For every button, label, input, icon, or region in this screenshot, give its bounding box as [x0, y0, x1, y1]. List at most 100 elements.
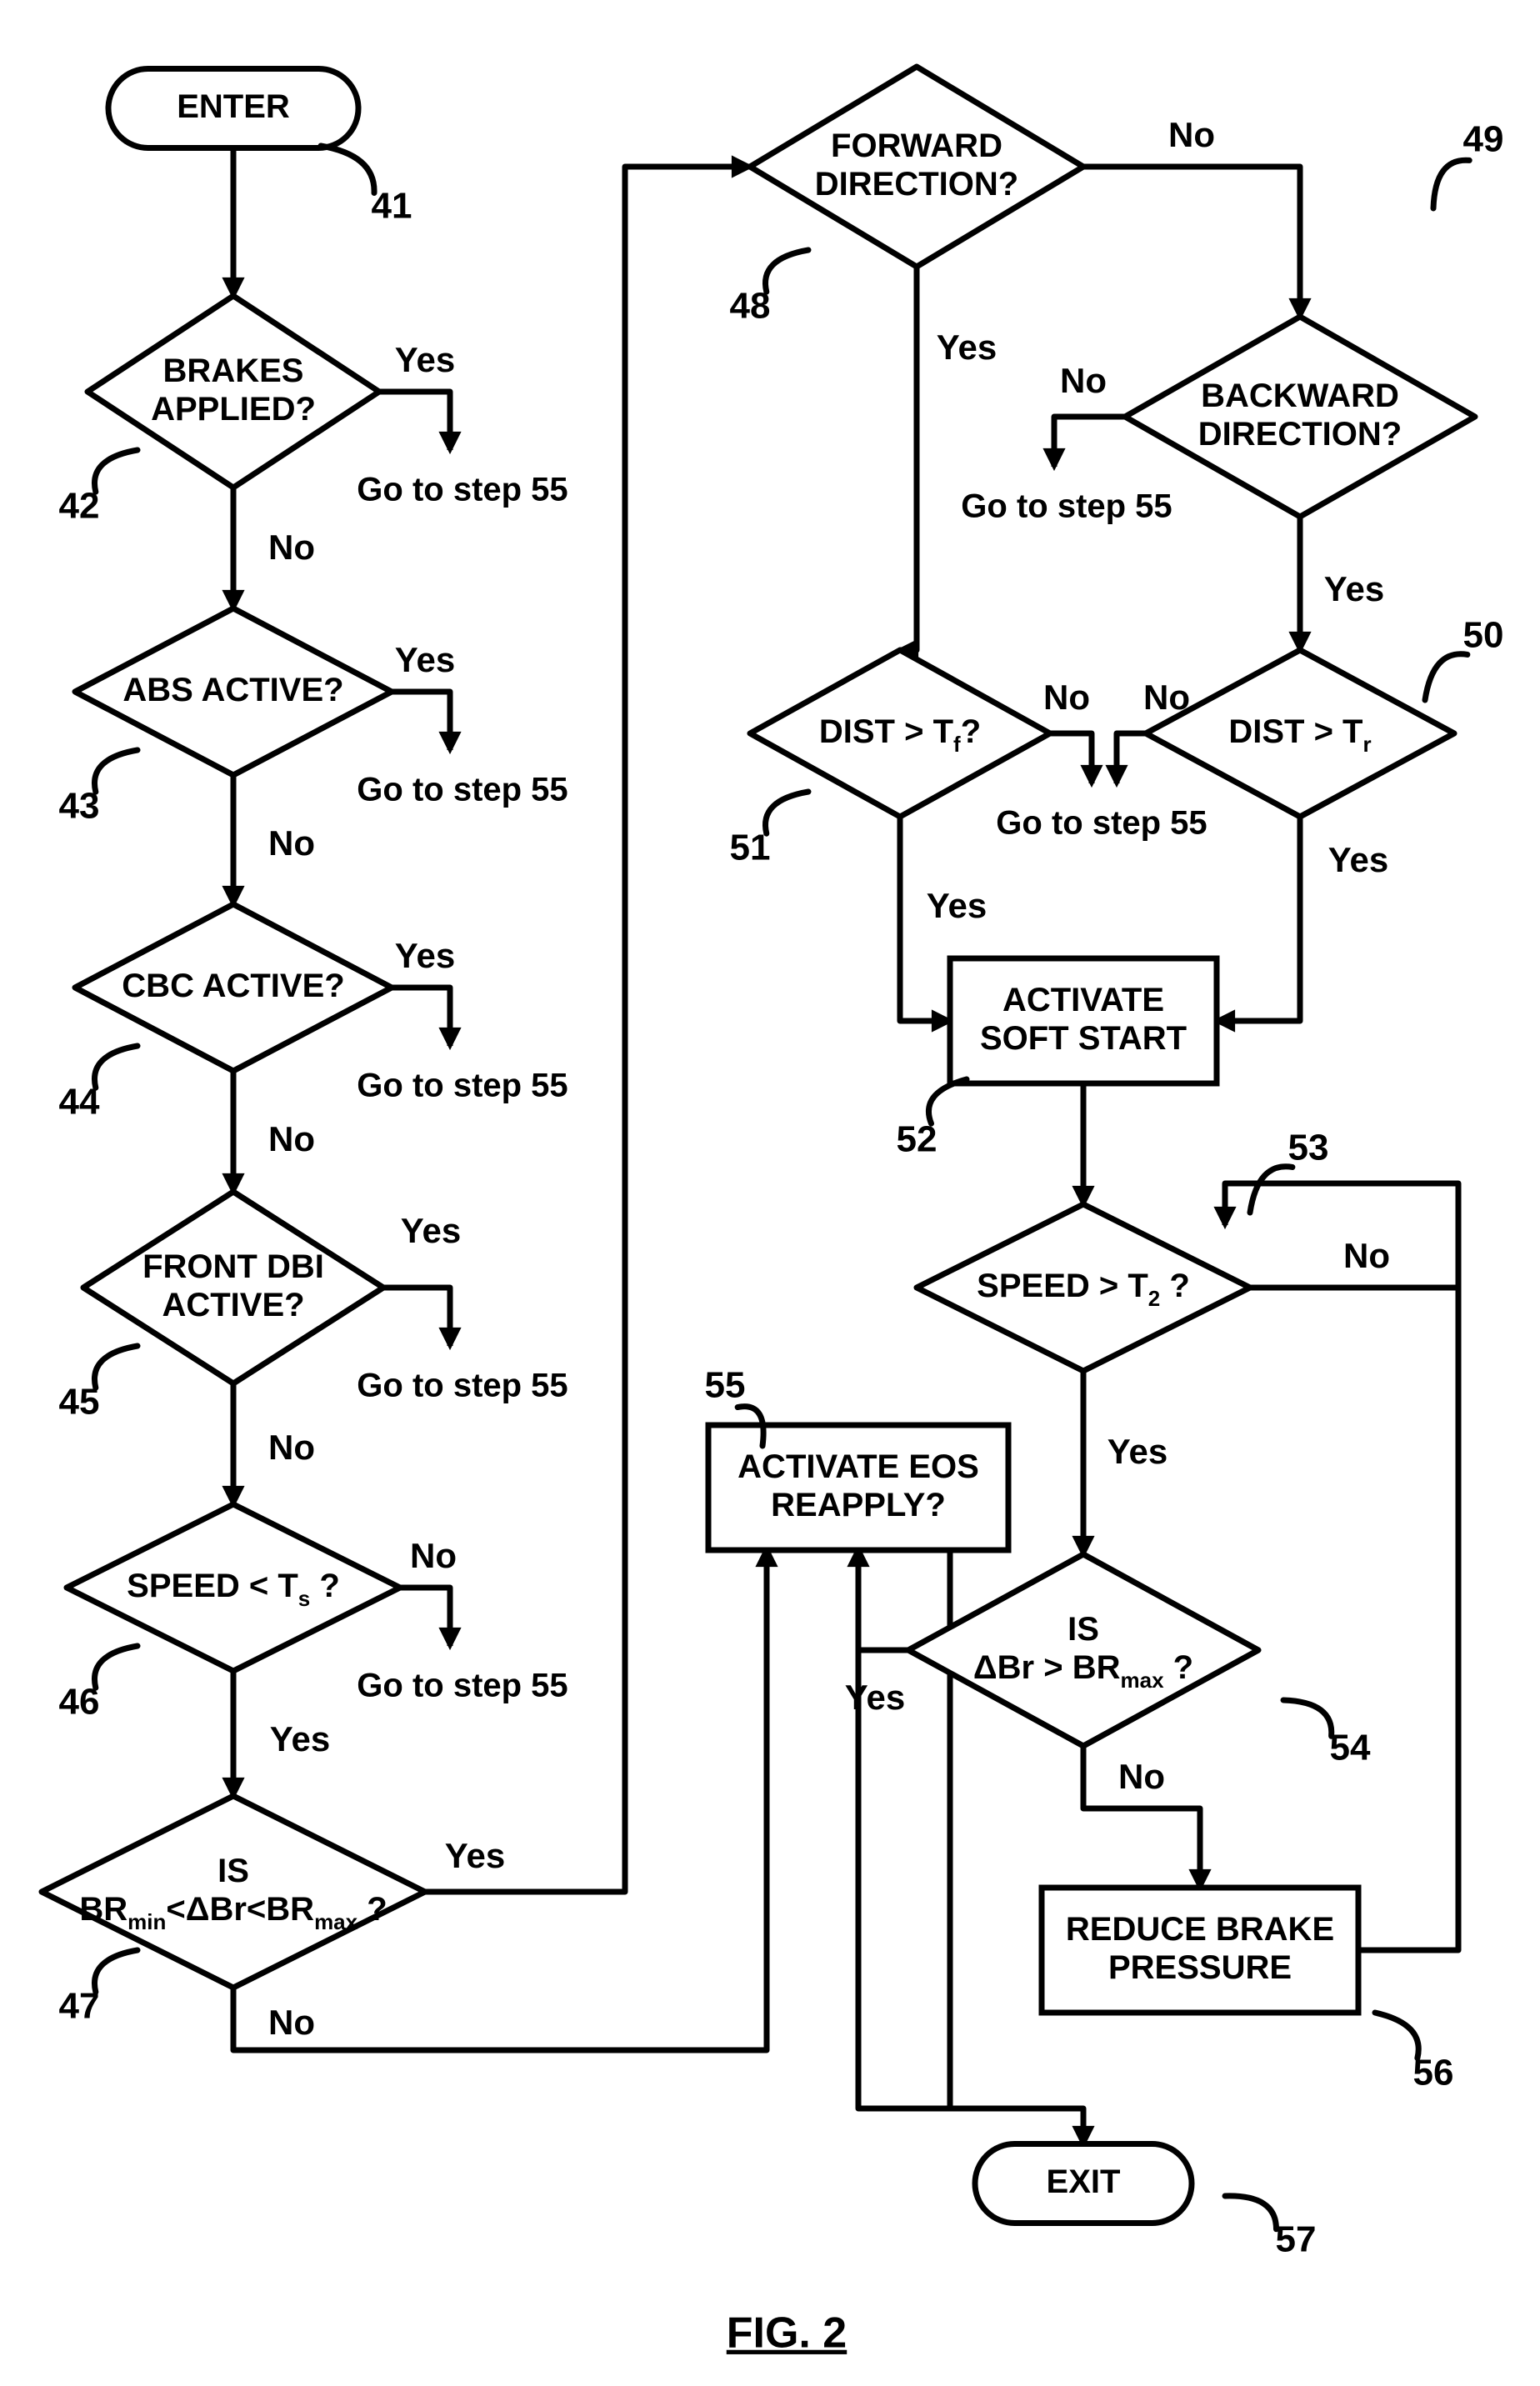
- node-n43: ABS ACTIVE?: [75, 608, 392, 775]
- svg-text:IS: IS: [218, 1853, 249, 1889]
- ref-hook: [94, 750, 138, 792]
- ref-number: 45: [59, 1382, 100, 1423]
- edge-label: No: [268, 1428, 315, 1467]
- node-n42: BRAKESAPPLIED?: [88, 296, 379, 488]
- svg-text:ABS ACTIVE?: ABS ACTIVE?: [122, 672, 343, 708]
- node-n48: FORWARDDIRECTION?: [750, 67, 1083, 267]
- ref-number: 44: [59, 1082, 100, 1123]
- node-n46: SPEED < Ts ?: [67, 1504, 400, 1671]
- goto-label: Go to step 55: [996, 805, 1207, 842]
- node-n45: FRONT DBIACTIVE?: [83, 1192, 383, 1383]
- edge-label: No: [1060, 361, 1107, 400]
- ref-hook: [321, 146, 374, 193]
- edge-label: Yes: [401, 1211, 461, 1250]
- ref-hook: [94, 1646, 138, 1688]
- svg-text:FORWARD: FORWARD: [831, 128, 1002, 164]
- ref-hook: [1433, 160, 1469, 208]
- ref-number: 52: [897, 1119, 938, 1160]
- svg-text:BRAKES: BRAKES: [163, 353, 304, 389]
- svg-text:DIRECTION?: DIRECTION?: [815, 166, 1018, 203]
- edge: [383, 1288, 450, 1346]
- edge: [425, 167, 750, 1892]
- ref-number: 47: [59, 1986, 100, 2027]
- svg-text:APPLIED?: APPLIED?: [151, 391, 316, 428]
- edge-label: Yes: [1324, 569, 1384, 608]
- node-n47: ISBRmin<ΔBr<BRmax ?: [42, 1796, 425, 1988]
- ref-number: 56: [1413, 2053, 1454, 2093]
- edge-label: No: [1043, 678, 1090, 717]
- ref-hook: [1425, 654, 1468, 700]
- edge-label: No: [1343, 1236, 1390, 1275]
- edge-label: Yes: [937, 328, 997, 367]
- edge-label: Yes: [445, 1836, 505, 1875]
- ref-hook: [1375, 2013, 1418, 2058]
- edge-label: No: [1118, 1757, 1165, 1796]
- ref-hook: [765, 792, 808, 833]
- edge-label: Yes: [1328, 840, 1388, 879]
- node-n49: BACKWARDDIRECTION?: [1125, 317, 1475, 517]
- edge-label: No: [268, 1119, 315, 1158]
- svg-text:ACTIVATE EOS: ACTIVATE EOS: [738, 1448, 979, 1485]
- svg-text:ACTIVE?: ACTIVE?: [162, 1287, 304, 1323]
- svg-text:SOFT START: SOFT START: [980, 1020, 1187, 1057]
- edge: [1225, 1183, 1458, 1288]
- edge: [1083, 167, 1300, 317]
- edge: [379, 392, 450, 450]
- edge: [1217, 817, 1300, 1021]
- svg-text:REDUCE BRAKE: REDUCE BRAKE: [1066, 1911, 1334, 1948]
- node-n41: ENTER: [108, 69, 358, 148]
- figure-caption: FIG. 2: [727, 2309, 847, 2358]
- node-n54: ISΔBr > BRmax ?: [908, 1554, 1258, 1746]
- edge: [900, 267, 917, 650]
- svg-text:CBC ACTIVE?: CBC ACTIVE?: [122, 968, 344, 1004]
- node-n50: DIST > Tr: [1146, 650, 1454, 817]
- svg-text:DIRECTION?: DIRECTION?: [1198, 416, 1402, 453]
- ref-number: 41: [372, 186, 412, 227]
- ref-hook: [1250, 1167, 1292, 1213]
- node-n52: ACTIVATESOFT START: [950, 958, 1217, 1083]
- svg-text:FRONT DBI: FRONT DBI: [142, 1248, 324, 1285]
- edge-label: Yes: [1108, 1432, 1168, 1471]
- goto-label: Go to step 55: [357, 1668, 568, 1704]
- goto-label: Go to step 55: [357, 772, 568, 808]
- node-n44: CBC ACTIVE?: [75, 904, 392, 1071]
- ref-number: 57: [1276, 2219, 1317, 2260]
- svg-text:EXIT: EXIT: [1047, 2163, 1121, 2200]
- ref-number: 48: [730, 286, 771, 327]
- edge-label: Yes: [395, 340, 455, 379]
- edge: [1054, 417, 1125, 467]
- ref-number: 53: [1288, 1128, 1329, 1168]
- node-n57: EXIT: [975, 2144, 1192, 2223]
- ref-number: 43: [59, 786, 100, 827]
- edge-label: No: [1168, 115, 1215, 154]
- ref-hook: [94, 1346, 138, 1388]
- edge: [392, 692, 450, 750]
- nodes: ENTER BRAKESAPPLIED? ABS ACTIVE? CBC ACTIVE…: [42, 67, 1475, 2223]
- goto-label: Go to step 55: [357, 1368, 568, 1404]
- ref-number: 51: [730, 828, 771, 868]
- edge-label: Yes: [270, 1719, 330, 1758]
- goto-label: Go to step 55: [357, 472, 568, 508]
- node-n55: ACTIVATE EOSREAPPLY?: [708, 1425, 1008, 1550]
- ref-hook: [94, 1046, 138, 1088]
- edge-label: No: [268, 2003, 315, 2042]
- ref-number: 49: [1463, 119, 1504, 160]
- edge: [1117, 733, 1146, 783]
- svg-text:IS: IS: [1068, 1611, 1099, 1648]
- edge-label: No: [410, 1536, 457, 1575]
- edge-label: Yes: [395, 936, 455, 975]
- ref-hook: [94, 450, 138, 492]
- edge: [1050, 733, 1092, 783]
- ref-number: 50: [1463, 615, 1504, 656]
- svg-text:ENTER: ENTER: [177, 88, 290, 125]
- ref-number: 55: [705, 1365, 746, 1406]
- svg-text:ACTIVATE: ACTIVATE: [1002, 982, 1164, 1018]
- svg-text:REAPPLY?: REAPPLY?: [771, 1487, 946, 1523]
- edge: [400, 1588, 450, 1646]
- ref-hook: [94, 1950, 138, 1992]
- ref-number: 42: [59, 486, 100, 527]
- flowchart-diagram: No No No No Yes Yes Go to step 55 Yes Go to step…: [0, 0, 1540, 2386]
- edge-label: Yes: [845, 1678, 905, 1717]
- svg-text:BACKWARD: BACKWARD: [1201, 378, 1399, 414]
- edge-label: No: [268, 528, 315, 567]
